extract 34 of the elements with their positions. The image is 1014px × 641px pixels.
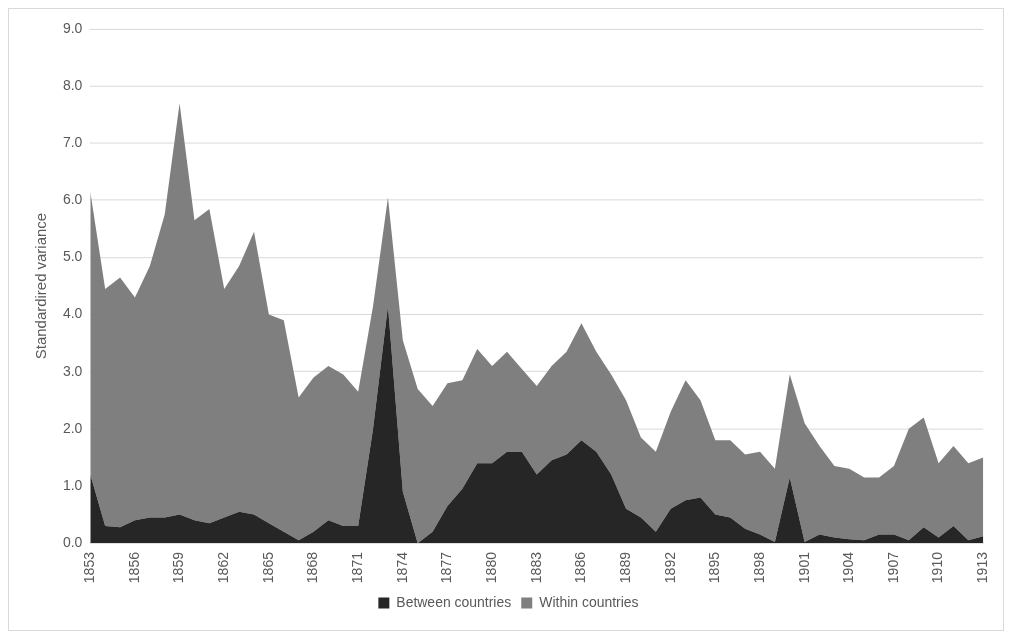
x-tick-label: 1865 [259, 551, 276, 584]
x-tick-label: 1907 [884, 551, 901, 584]
x-tick-label: 1901 [795, 551, 812, 584]
legend-label: Within countries [539, 593, 639, 610]
x-tick-label: 1898 [750, 551, 767, 584]
x-tick-label: 1913 [974, 551, 991, 584]
x-tick-label: 1859 [170, 551, 187, 584]
legend-label: Between countries [396, 593, 512, 610]
y-tick-label: 1.0 [62, 476, 83, 493]
x-tick-label: 1868 [304, 551, 321, 584]
y-axis-title: Standardired variance [32, 212, 50, 360]
x-tick-label: 1874 [393, 551, 410, 584]
x-tick-label: 1910 [929, 551, 946, 584]
y-tick-label: 2.0 [62, 419, 83, 436]
x-tick-label: 1886 [572, 551, 589, 584]
x-tick-label: 1853 [81, 551, 98, 584]
x-tick-label: 1883 [527, 551, 544, 584]
x-tick-label: 1871 [349, 551, 366, 584]
y-tick-label: 6.0 [62, 191, 83, 208]
x-tick-label: 1880 [482, 551, 499, 584]
x-tick-label: 1904 [840, 551, 857, 584]
y-tick-label: 5.0 [62, 248, 83, 265]
y-tick-label: 0.0 [62, 533, 83, 550]
y-tick-label: 3.0 [62, 362, 83, 379]
x-tick-label: 1856 [125, 551, 142, 584]
x-tick-label: 1877 [438, 551, 455, 584]
y-tick-label: 8.0 [62, 76, 83, 93]
x-tick-label: 1889 [616, 551, 633, 584]
y-tick-label: 4.0 [62, 305, 83, 322]
x-tick-label: 1892 [661, 551, 678, 584]
y-tick-label: 9.0 [62, 19, 83, 36]
x-tick-label: 1862 [215, 551, 232, 584]
y-tick-label: 7.0 [62, 134, 83, 151]
x-tick-label: 1895 [706, 551, 723, 584]
